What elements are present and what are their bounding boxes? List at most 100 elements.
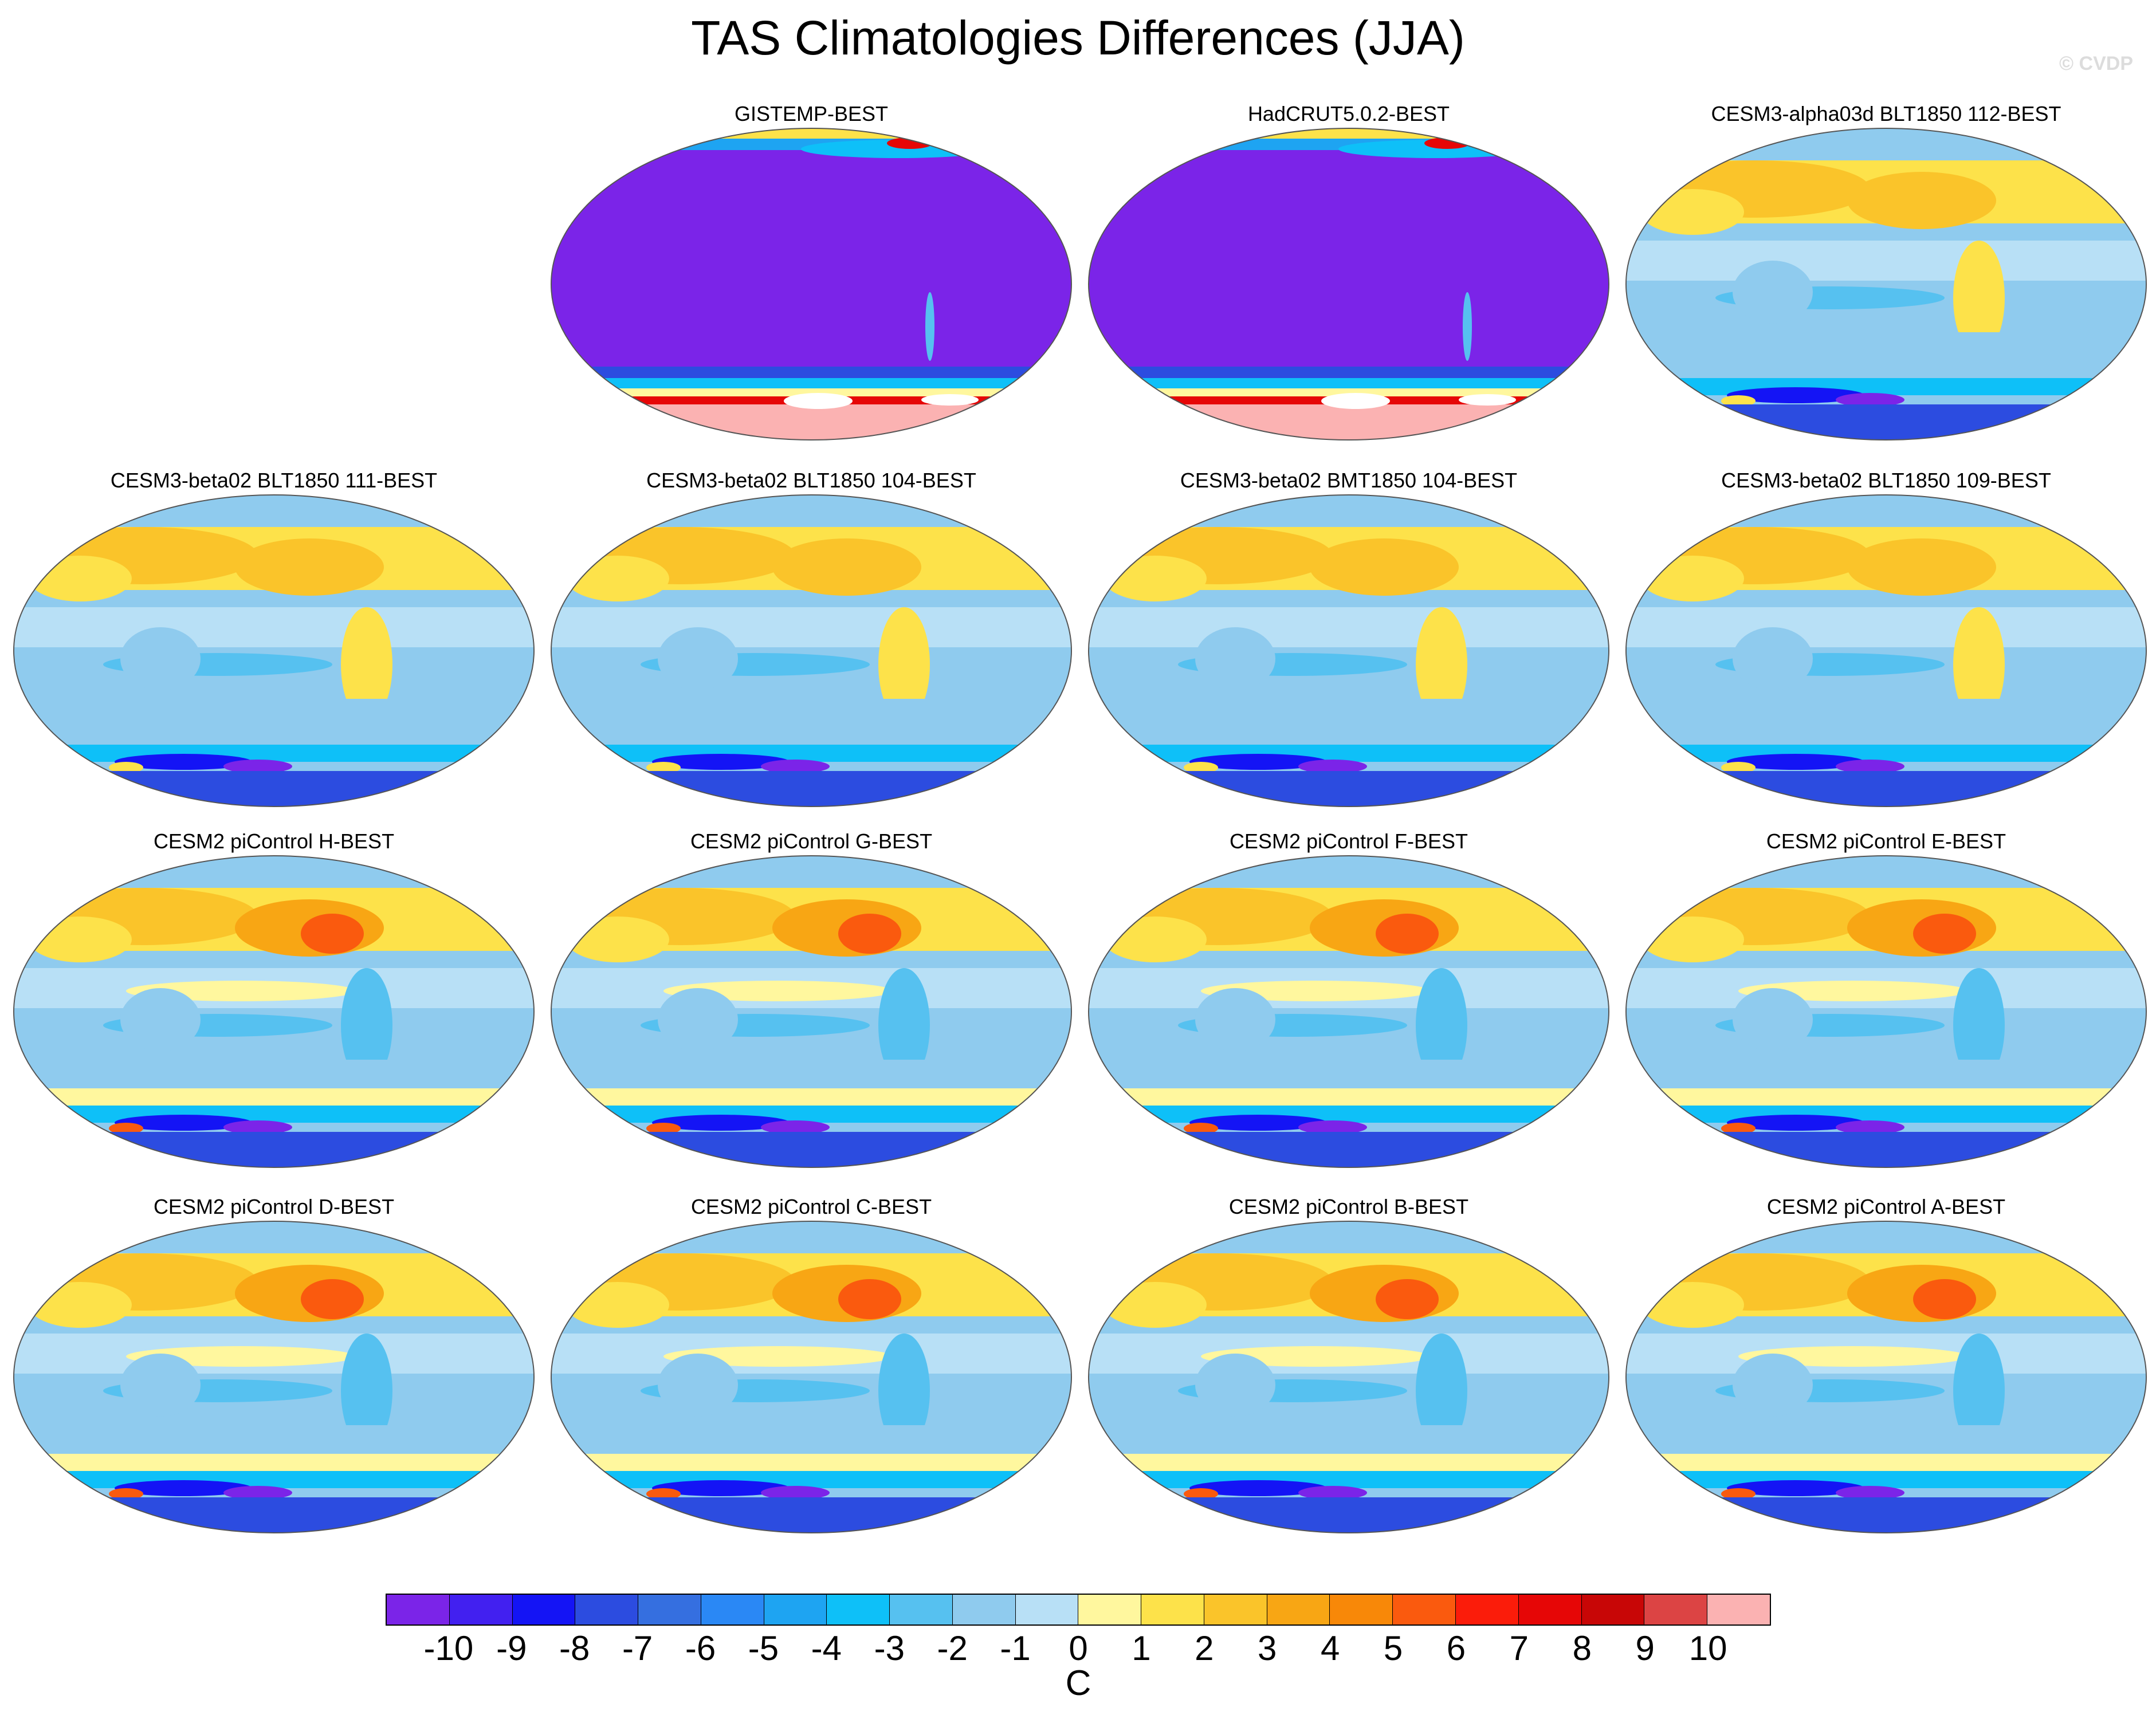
australia: [1195, 988, 1275, 1051]
arctic-band: [11, 493, 536, 527]
map-panel: CESM2 piControl E-BEST: [1624, 829, 2149, 1170]
colorbar-swatch: [575, 1595, 638, 1624]
antarctic-band: [1624, 404, 2149, 442]
anomaly-map: [11, 853, 536, 1170]
missing-data-region: [784, 393, 853, 409]
antarctic-edge: [1624, 1471, 2149, 1488]
antarctic-edge: [1086, 1106, 1611, 1123]
colorbar-swatch: [450, 1595, 513, 1624]
antarctic-band: [549, 771, 1074, 809]
colorbar-tick-label: -10: [424, 1629, 474, 1668]
asia-warm: [1103, 916, 1207, 962]
map-panel: CESM3-beta02 BMT1850 104-BEST: [1086, 469, 1611, 809]
map-panel: CESM3-beta02 BLT1850 111-BEST: [11, 469, 536, 809]
map-panel: CESM3-alpha03d BLT1850 112-BEST: [1624, 102, 2149, 442]
north-america-peak: [838, 1279, 901, 1319]
panel-title: HadCRUT5.0.2-BEST: [1086, 102, 1611, 126]
anomaly-map: [1086, 853, 1611, 1170]
map-panel: CESM3-beta02 BLT1850 104-BEST: [549, 469, 1074, 809]
map-panel: HadCRUT5.0.2-BEST: [1086, 102, 1611, 442]
colorbar-swatch: [1204, 1595, 1267, 1624]
arctic-band: [1624, 126, 2149, 160]
panel-title: CESM3-alpha03d BLT1850 112-BEST: [1624, 102, 2149, 126]
arctic-band: [1086, 1219, 1611, 1253]
missing-data-region: [1459, 394, 1516, 406]
panel-title: GISTEMP-BEST: [549, 102, 1074, 126]
southern-ocean-band: [549, 699, 1074, 727]
colorbar-tick-label: 8: [1573, 1629, 1592, 1668]
north-america-warm: [1847, 172, 1996, 229]
figure-title: TAS Climatologies Differences (JJA): [0, 10, 2156, 65]
asia-warm: [1641, 1282, 1744, 1328]
southern-ocean-band: [1624, 1425, 2149, 1454]
australia: [120, 627, 201, 690]
australia: [658, 988, 738, 1051]
southern-ocean-band: [1624, 699, 2149, 727]
southern-ocean-band: [1624, 332, 2149, 361]
southern-ocean-warm: [549, 1088, 1074, 1106]
map-panel: CESM2 piControl H-BEST: [11, 829, 536, 1170]
australia: [1733, 261, 1813, 324]
north-america-peak: [301, 1279, 364, 1319]
anomaly-map: [1086, 493, 1611, 809]
antarctic-band: [549, 1497, 1074, 1535]
southern-andes-feature: [1463, 292, 1472, 361]
colorbar-swatch: [1393, 1595, 1456, 1624]
map-panel: CESM2 piControl A-BEST: [1624, 1195, 2149, 1535]
anomaly-map: [549, 126, 1074, 442]
southern-ocean-band: [11, 1060, 536, 1088]
colorbar-tick-label: -4: [811, 1629, 842, 1668]
southern-ocean-warm: [1624, 1088, 2149, 1106]
colorbar-tick-label: -5: [748, 1629, 779, 1668]
colorbar-tick-label: 3: [1258, 1629, 1277, 1668]
southern-ocean-band: [11, 1425, 536, 1454]
panel-title: CESM2 piControl D-BEST: [11, 1195, 536, 1219]
colorbar-swatch: [890, 1595, 953, 1624]
anomaly-map: [549, 853, 1074, 1170]
arctic-band: [11, 853, 536, 888]
anomaly-map: [1086, 1219, 1611, 1535]
missing-data-region: [921, 394, 979, 406]
australia: [658, 627, 738, 690]
colorbar-swatch: [827, 1595, 890, 1624]
tropical-band: [1086, 607, 1611, 647]
antarctic-edge: [1624, 1106, 2149, 1123]
antarctic-edge: [11, 745, 536, 762]
southern-ocean-band: [1624, 1060, 2149, 1088]
colorbar-tick-label: 5: [1384, 1629, 1403, 1668]
colorbar-units: C: [1066, 1663, 1091, 1704]
australia: [120, 1354, 201, 1417]
panel-title: CESM2 piControl G-BEST: [549, 829, 1074, 853]
panel-title: CESM3-beta02 BMT1850 104-BEST: [1086, 469, 1611, 493]
australia: [1195, 1354, 1275, 1417]
asia-warm: [29, 556, 132, 601]
panel-title: CESM3-beta02 BLT1850 104-BEST: [549, 469, 1074, 493]
australia: [1733, 627, 1813, 690]
greenland-peak: [1424, 137, 1470, 149]
greenland-peak: [887, 137, 933, 149]
colorbar-tick-label: 6: [1447, 1629, 1466, 1668]
colorbar-tick-label: -7: [622, 1629, 653, 1668]
southern-ocean-band: [1086, 699, 1611, 727]
colorbar-swatch: [387, 1595, 450, 1624]
arctic-band: [1624, 853, 2149, 888]
anomaly-map: [1624, 493, 2149, 809]
antarctic-edge: [549, 1471, 1074, 1488]
panel-title: CESM2 piControl E-BEST: [1624, 829, 2149, 853]
colorbar-swatch: [1707, 1595, 1770, 1624]
arctic-band: [1624, 1219, 2149, 1253]
anomaly-map: [11, 493, 536, 809]
southern-ocean-band: [11, 699, 536, 727]
colorbar-swatch: [1519, 1595, 1582, 1624]
southern-ocean-warm: [549, 1454, 1074, 1471]
colorbar-swatch: [701, 1595, 764, 1624]
anomaly-map: [1624, 126, 2149, 442]
panel-title: CESM3-beta02 BLT1850 109-BEST: [1624, 469, 2149, 493]
missing-data-region: [1321, 393, 1390, 409]
southern-ocean-warm: [1624, 1454, 2149, 1471]
tropical-band: [1624, 607, 2149, 647]
colorbar-tick-label: -2: [937, 1629, 967, 1668]
antarctic-band: [11, 771, 536, 809]
cvdp-watermark: © CVDP: [2059, 53, 2133, 75]
colorbar-swatch: [1582, 1595, 1645, 1624]
